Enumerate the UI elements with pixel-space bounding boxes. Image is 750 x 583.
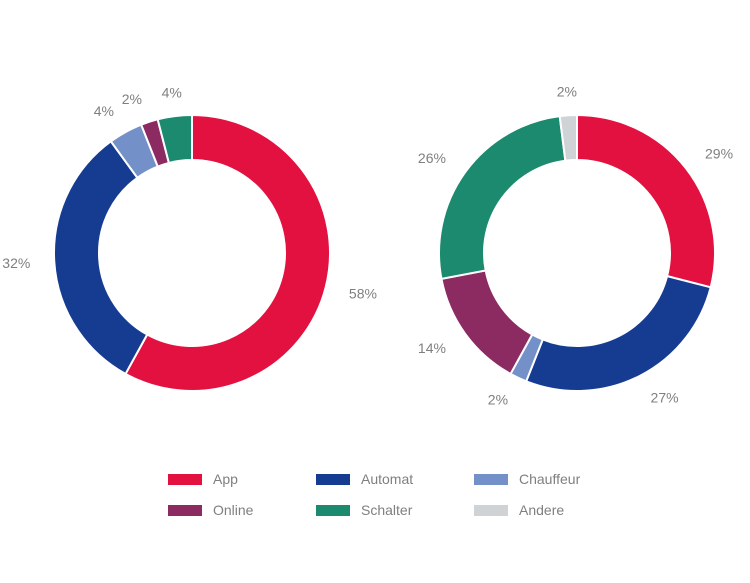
donut-2-slice-andere bbox=[558, 113, 578, 162]
legend: App Automat Chauffeur Online Schalter An… bbox=[168, 470, 628, 519]
donut-2-label-chauffeur: 2% bbox=[488, 392, 508, 408]
donut-1-slice-schalter bbox=[156, 113, 193, 165]
legend-swatch-schalter bbox=[316, 504, 350, 516]
legend-item-automat: Automat bbox=[316, 470, 474, 488]
legend-label-online: Online bbox=[213, 502, 254, 518]
legend-item-andere: Andere bbox=[474, 501, 614, 519]
legend-label-schalter: Schalter bbox=[361, 502, 413, 518]
donut-2-label-andere: 2% bbox=[557, 83, 577, 99]
legend-swatch-automat bbox=[316, 473, 350, 485]
legend-swatch-app bbox=[168, 473, 202, 485]
legend-label-app: App bbox=[213, 471, 238, 487]
donut-1-label-automat: 32% bbox=[2, 255, 30, 271]
donut-1-slice-app bbox=[124, 113, 331, 392]
donut-2-slice-app bbox=[576, 113, 716, 289]
donut-2-label-online: 14% bbox=[418, 340, 446, 356]
donut-2-label-automat: 27% bbox=[651, 389, 679, 405]
legend-swatch-chauffeur bbox=[474, 473, 508, 485]
legend-item-app: App bbox=[168, 470, 316, 488]
donut-2-label-schalter: 26% bbox=[418, 150, 446, 166]
donut-2-slice-automat bbox=[524, 274, 712, 392]
donut-1-label-schalter: 4% bbox=[162, 84, 182, 100]
donut-1-label-chauffeur: 4% bbox=[94, 103, 114, 119]
legend-label-chauffeur: Chauffeur bbox=[519, 471, 581, 487]
donut-chart-2: 29% 27% 2% 14% 26% 2% bbox=[418, 83, 733, 407]
donut-2-slice-schalter bbox=[438, 114, 567, 281]
donut-charts: 58% 32% 4% 2% 4% 29% 27% 2% 14% 26% 2% bbox=[2, 83, 733, 407]
legend-item-schalter: Schalter bbox=[316, 501, 474, 519]
legend-item-chauffeur: Chauffeur bbox=[474, 470, 614, 488]
legend-label-andere: Andere bbox=[519, 502, 565, 518]
donut-1-label-app: 58% bbox=[349, 285, 377, 301]
donut-1-slice-automat bbox=[53, 139, 149, 376]
donut-1-label-online: 2% bbox=[122, 91, 142, 107]
legend-swatch-online bbox=[168, 504, 202, 516]
donut-chart-1: 58% 32% 4% 2% 4% bbox=[2, 84, 377, 392]
donut-2-slice-online bbox=[440, 269, 534, 376]
legend-item-online: Online bbox=[168, 501, 316, 519]
legend-swatch-andere bbox=[474, 504, 508, 516]
donut-2-label-app: 29% bbox=[705, 146, 733, 162]
legend-label-automat: Automat bbox=[361, 471, 414, 487]
